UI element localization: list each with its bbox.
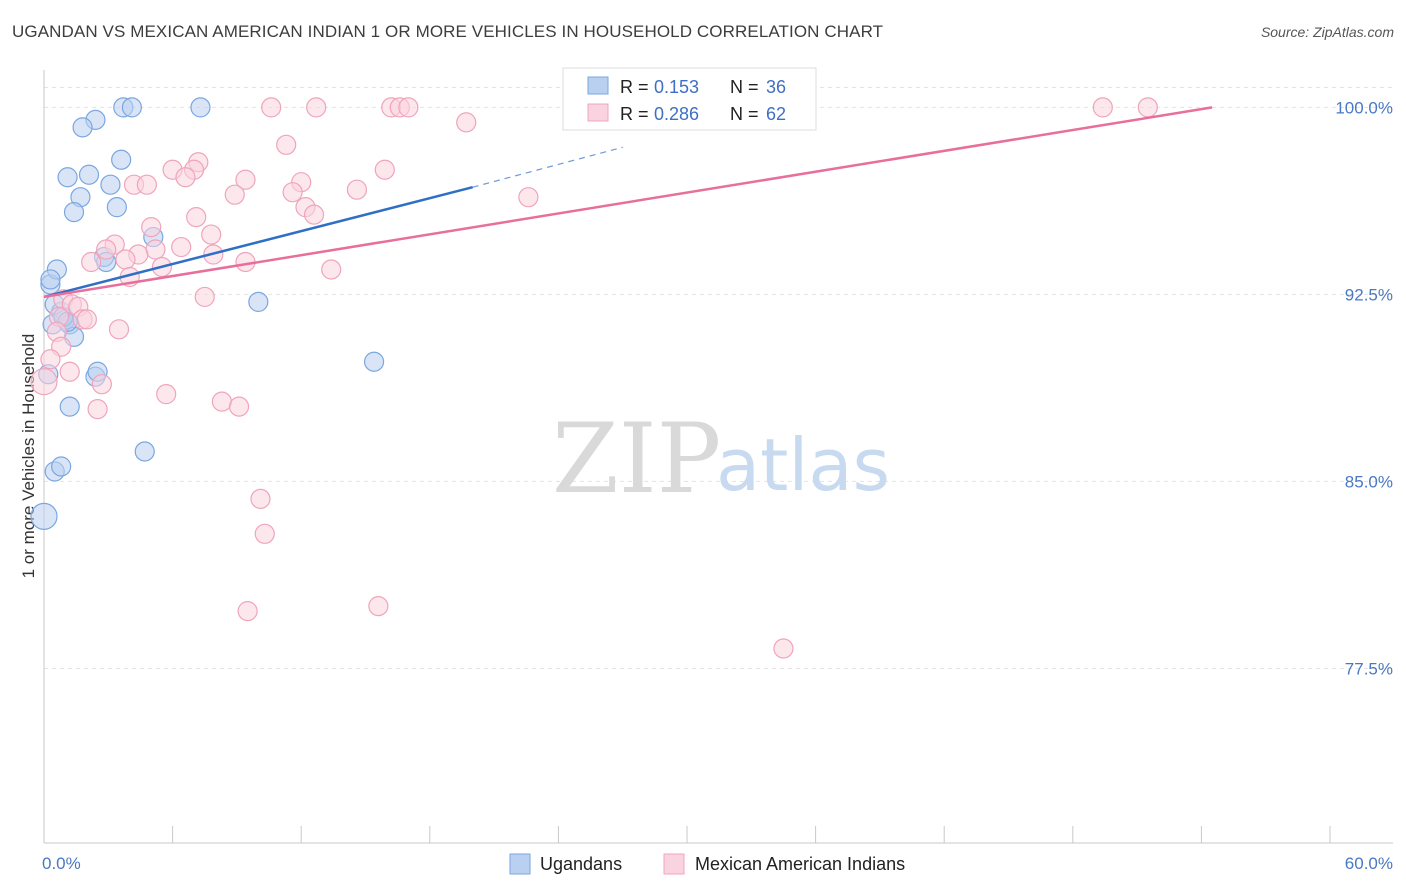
series-layer	[30, 97, 1158, 659]
trend-line-extension-0	[472, 146, 623, 188]
point-1-19[interactable]	[136, 174, 157, 195]
point-1-30[interactable]	[96, 239, 117, 260]
y-axis-label: 1 or more Vehicles in Household	[19, 334, 38, 579]
stats-legend-r-label-1: R =	[620, 77, 649, 97]
series-legend-swatch-mexican[interactable]	[663, 853, 685, 875]
point-1-20[interactable]	[346, 179, 368, 200]
point-1-51[interactable]	[40, 349, 61, 370]
point-1-32[interactable]	[171, 236, 192, 258]
point-1-59[interactable]	[250, 488, 271, 509]
point-1-4[interactable]	[398, 97, 419, 118]
stats-legend-swatch-ugandans	[587, 76, 609, 95]
point-0-23[interactable]	[100, 174, 121, 195]
point-1-53[interactable]	[30, 368, 58, 396]
point-1-23[interactable]	[518, 187, 539, 208]
y-tick-label-3: 77.5%	[1345, 659, 1393, 678]
point-1-58[interactable]	[87, 399, 108, 420]
chart-source: Source: ZipAtlas.com	[1260, 24, 1394, 40]
stats-legend-r-value-1: 0.153	[654, 77, 699, 97]
point-1-26[interactable]	[186, 207, 207, 228]
series-legend-label-ugandans[interactable]: Ugandans	[540, 854, 622, 874]
y-tick-label-1: 92.5%	[1345, 285, 1393, 304]
point-0-30[interactable]	[248, 291, 269, 312]
point-1-9[interactable]	[456, 112, 477, 133]
point-1-1[interactable]	[306, 97, 327, 118]
point-1-57[interactable]	[228, 396, 250, 417]
y-tick-label-0: 100.0%	[1335, 98, 1393, 117]
point-1-28[interactable]	[201, 224, 222, 245]
trend-line-1	[43, 106, 1213, 299]
series-legend: Ugandans Mexican American Indians	[509, 853, 905, 875]
point-1-63[interactable]	[773, 638, 794, 659]
y-tick-labels: 100.0% 92.5% 85.0% 77.5%	[1335, 98, 1393, 678]
chart-title: UGANDAN VS MEXICAN AMERICAN INDIAN 1 OR …	[12, 22, 884, 41]
point-1-7[interactable]	[1092, 97, 1113, 118]
point-0-21[interactable]	[78, 164, 100, 185]
stats-legend-n-label-2: N =	[730, 104, 759, 124]
point-1-22[interactable]	[224, 184, 245, 205]
stats-legend: R = 0.153 N = 36 R = 0.286 N = 62	[562, 67, 817, 131]
y-tick-label-2: 85.0%	[1345, 472, 1393, 491]
point-1-27[interactable]	[141, 216, 162, 238]
point-1-25[interactable]	[303, 204, 325, 225]
point-0-34[interactable]	[40, 269, 61, 290]
point-1-48[interactable]	[108, 319, 130, 340]
point-1-39[interactable]	[321, 259, 342, 280]
point-1-16[interactable]	[235, 169, 256, 190]
point-0-26[interactable]	[63, 202, 85, 223]
point-1-60[interactable]	[254, 523, 275, 544]
point-0-12[interactable]	[51, 456, 72, 477]
point-1-52[interactable]	[59, 361, 80, 382]
point-0-16[interactable]	[121, 97, 142, 118]
x-tick-label-min: 0.0%	[42, 854, 81, 873]
watermark-atlas: atlas	[716, 423, 890, 507]
stats-legend-n-value-2: 62	[766, 104, 786, 124]
series-1-points	[30, 97, 1158, 659]
point-1-54[interactable]	[91, 374, 112, 395]
x-tick-label-max: 60.0%	[1345, 854, 1393, 873]
point-1-41[interactable]	[194, 286, 215, 308]
point-1-0[interactable]	[261, 97, 282, 118]
point-0-17[interactable]	[190, 97, 211, 118]
point-1-8[interactable]	[1137, 97, 1158, 118]
stats-legend-n-label-1: N =	[730, 77, 759, 97]
watermark: ZIP atlas	[552, 403, 890, 515]
watermark-zip: ZIP	[552, 403, 721, 515]
stats-legend-n-value-1: 36	[766, 77, 786, 97]
point-1-62[interactable]	[368, 596, 389, 617]
point-0-22[interactable]	[57, 167, 78, 188]
point-1-15[interactable]	[175, 167, 196, 188]
stats-legend-r-label-2: R =	[620, 104, 649, 124]
point-0-10[interactable]	[59, 396, 80, 417]
point-0-20[interactable]	[111, 149, 132, 170]
stats-legend-swatch-mexican	[587, 103, 609, 122]
series-legend-swatch-ugandans[interactable]	[509, 853, 531, 875]
point-1-31[interactable]	[145, 239, 166, 260]
point-1-35[interactable]	[81, 251, 102, 273]
trend-layer	[43, 106, 1213, 299]
point-1-14[interactable]	[374, 159, 395, 180]
point-1-47[interactable]	[76, 309, 97, 330]
point-0-31[interactable]	[363, 351, 385, 372]
stats-legend-r-value-2: 0.286	[654, 104, 699, 124]
point-1-10[interactable]	[276, 134, 297, 155]
point-0-13[interactable]	[30, 502, 58, 530]
point-1-21[interactable]	[282, 182, 303, 203]
trend-line-0	[43, 185, 473, 299]
point-0-14[interactable]	[134, 441, 155, 462]
point-1-55[interactable]	[156, 384, 177, 405]
point-0-25[interactable]	[106, 197, 127, 218]
point-1-61[interactable]	[237, 600, 258, 622]
point-1-36[interactable]	[115, 249, 136, 270]
x-tick-marks	[43, 826, 1331, 843]
series-legend-label-mexican[interactable]: Mexican American Indians	[695, 854, 905, 874]
point-0-19[interactable]	[72, 117, 93, 138]
point-1-56[interactable]	[211, 391, 232, 412]
